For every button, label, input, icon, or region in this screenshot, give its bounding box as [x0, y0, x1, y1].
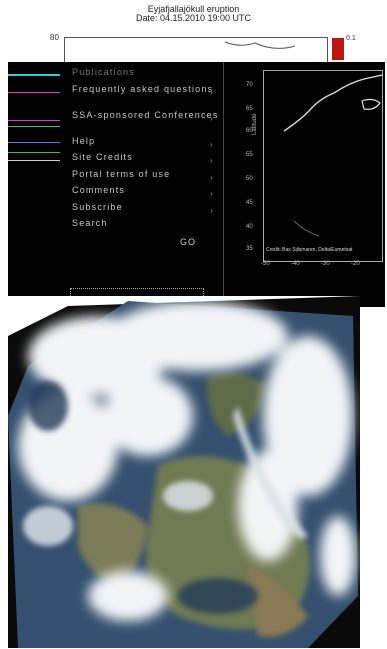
- chevron-right-icon: ›: [210, 139, 214, 149]
- map-plot: [263, 70, 383, 262]
- chevron-right-icon: ›: [210, 156, 214, 165]
- menu-item-label: Site Credits: [72, 152, 133, 162]
- legend-line: [8, 160, 60, 161]
- lat-tick-label: 35: [246, 246, 253, 252]
- menu-item-label: Publications: [72, 67, 135, 77]
- lat-tick-label: 70: [246, 82, 253, 88]
- menu-item-label: SSA-sponsored Conferences: [72, 109, 219, 120]
- legend-line: [8, 74, 60, 76]
- menu-item-conferences[interactable]: SSA-sponsored Conferences ›: [70, 109, 220, 137]
- satellite-image: [8, 296, 360, 648]
- menu-item-publications[interactable]: Publications: [70, 68, 220, 85]
- chart-title: Eyjafjallajökull eruption: [147, 4, 240, 14]
- menu-item-label: Subscribe: [72, 201, 123, 212]
- chart-header: Eyjafjallajökull eruption Date: 04.15.20…: [0, 0, 387, 64]
- menu-item-help[interactable]: Help ›: [70, 135, 220, 154]
- menu-item-label: Comments: [72, 185, 126, 195]
- menu-item-subscribe[interactable]: Subscribe ›: [70, 201, 220, 220]
- chart-date: Date: 04.15.2010 19:00 UTC: [135, 13, 252, 23]
- menu-item-label: Frequently asked questions: [72, 83, 214, 94]
- menu-item-search: Search: [70, 219, 220, 236]
- chevron-right-icon: ›: [210, 113, 214, 123]
- chevron-right-icon: ›: [210, 205, 214, 215]
- menu-item-label: Help: [72, 135, 96, 146]
- coastline-icon: [224, 41, 296, 49]
- colorbar-max-label: 0.1: [346, 35, 356, 42]
- lon-tick-label: -20: [351, 261, 360, 267]
- lat-tick-label: 55: [246, 152, 253, 158]
- legend-line: [8, 142, 60, 143]
- chart-plot-area: [64, 37, 328, 64]
- map-credit: Credit: Bas Sijlsmaren, Delta/Eumetsat: [266, 247, 353, 253]
- menu-item-label: Portal terms of use: [72, 168, 171, 179]
- lat-tick-label: 60: [246, 128, 253, 134]
- chevron-right-icon: ›: [210, 87, 214, 97]
- legend-line: [8, 126, 60, 127]
- dropdown-menu-panel: Publications Frequently asked questions …: [8, 62, 385, 307]
- coastline-icon: [283, 74, 383, 237]
- lat-tick-label: 65: [246, 106, 253, 112]
- lat-tick-label: 40: [246, 224, 253, 230]
- legend-line: [8, 120, 60, 121]
- search-go-button[interactable]: GO: [180, 237, 197, 247]
- legend-line: [8, 152, 60, 153]
- menu-item-label: Search: [72, 218, 108, 228]
- lon-tick-label: -40: [291, 261, 300, 267]
- menu-item-faq[interactable]: Frequently asked questions ›: [70, 83, 220, 111]
- lon-tick-label: -50: [261, 261, 270, 267]
- chevron-right-icon: ›: [210, 189, 214, 198]
- chevron-right-icon: ›: [210, 172, 214, 182]
- legend-strip: [8, 62, 60, 307]
- lon-tick-label: -30: [321, 261, 330, 267]
- divider: [223, 62, 224, 307]
- colorbar: [332, 38, 344, 60]
- menu-item-comments[interactable]: Comments ›: [70, 186, 220, 203]
- lat-tick-label: 50: [246, 176, 253, 182]
- menu-list: Publications Frequently asked questions …: [70, 68, 220, 236]
- lat-tick-label: 45: [246, 200, 253, 206]
- legend-line: [8, 92, 60, 93]
- menu-item-site-credits[interactable]: Site Credits ›: [70, 153, 220, 170]
- menu-item-terms[interactable]: Portal terms of use ›: [70, 168, 220, 187]
- y-tick-label: 80: [50, 33, 59, 42]
